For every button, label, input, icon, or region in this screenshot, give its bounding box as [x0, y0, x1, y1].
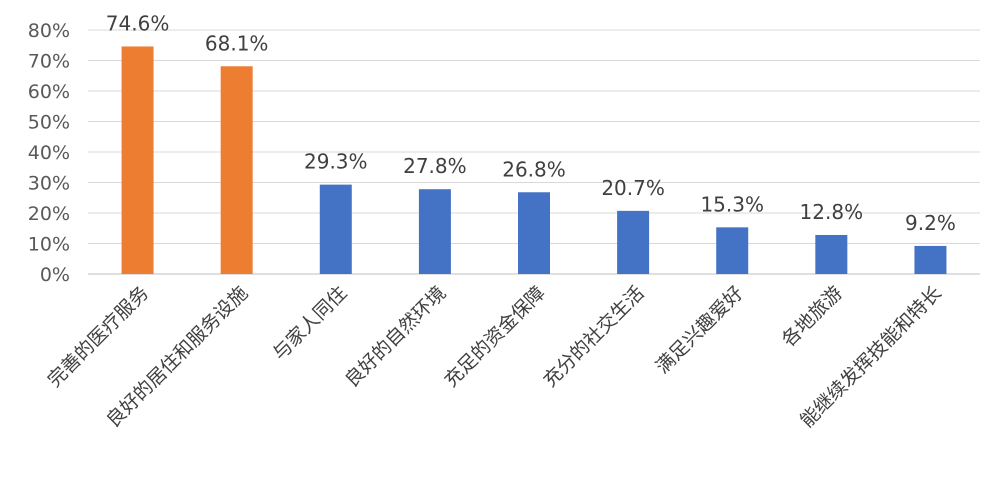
- data-label: 20.7%: [601, 176, 665, 200]
- y-tick-label: 10%: [28, 234, 70, 256]
- data-label: 9.2%: [905, 211, 956, 235]
- y-tick-label: 50%: [28, 112, 70, 134]
- bar: [716, 227, 749, 274]
- data-labels: 74.6% 68.1% 29.3% 27.8% 26.8% 20.7% 15.3% 12.8%…: [106, 11, 956, 234]
- data-label: 68.1%: [205, 31, 269, 55]
- bar: [220, 66, 253, 274]
- bar: [815, 234, 848, 274]
- category-label: 良好的自然环境: [341, 282, 451, 392]
- category-label: 充足的资金保障: [440, 282, 550, 392]
- category-label: 充分的社交生活: [539, 282, 649, 392]
- bar: [617, 210, 650, 274]
- data-label: 27.8%: [403, 154, 467, 178]
- category-label: 各地旅游: [778, 282, 847, 351]
- y-tick-label: 80%: [28, 20, 70, 42]
- data-label: 12.8%: [800, 200, 864, 224]
- bars: [121, 46, 947, 274]
- data-label: 29.3%: [304, 150, 368, 174]
- category-label: 与家人同住: [269, 282, 352, 365]
- y-tick-label: 40%: [28, 142, 70, 164]
- y-tick-label: 20%: [28, 203, 70, 225]
- category-label: 满足兴趣爱好: [652, 282, 748, 378]
- y-axis-ticks: 0% 10% 20% 30% 40% 50% 60% 70% 80%: [28, 20, 70, 286]
- bar: [319, 184, 352, 274]
- bar: [418, 189, 451, 274]
- category-label: 完善的医疗服务: [43, 282, 153, 392]
- data-label: 15.3%: [700, 192, 764, 216]
- bar: [121, 46, 154, 274]
- y-tick-label: 70%: [28, 51, 70, 73]
- y-tick-label: 60%: [28, 81, 70, 103]
- bar: [914, 245, 947, 274]
- data-label: 26.8%: [502, 157, 566, 181]
- bar: [518, 192, 550, 274]
- data-label: 74.6%: [106, 11, 170, 35]
- y-tick-label: 0%: [40, 264, 70, 286]
- y-tick-label: 30%: [28, 173, 70, 195]
